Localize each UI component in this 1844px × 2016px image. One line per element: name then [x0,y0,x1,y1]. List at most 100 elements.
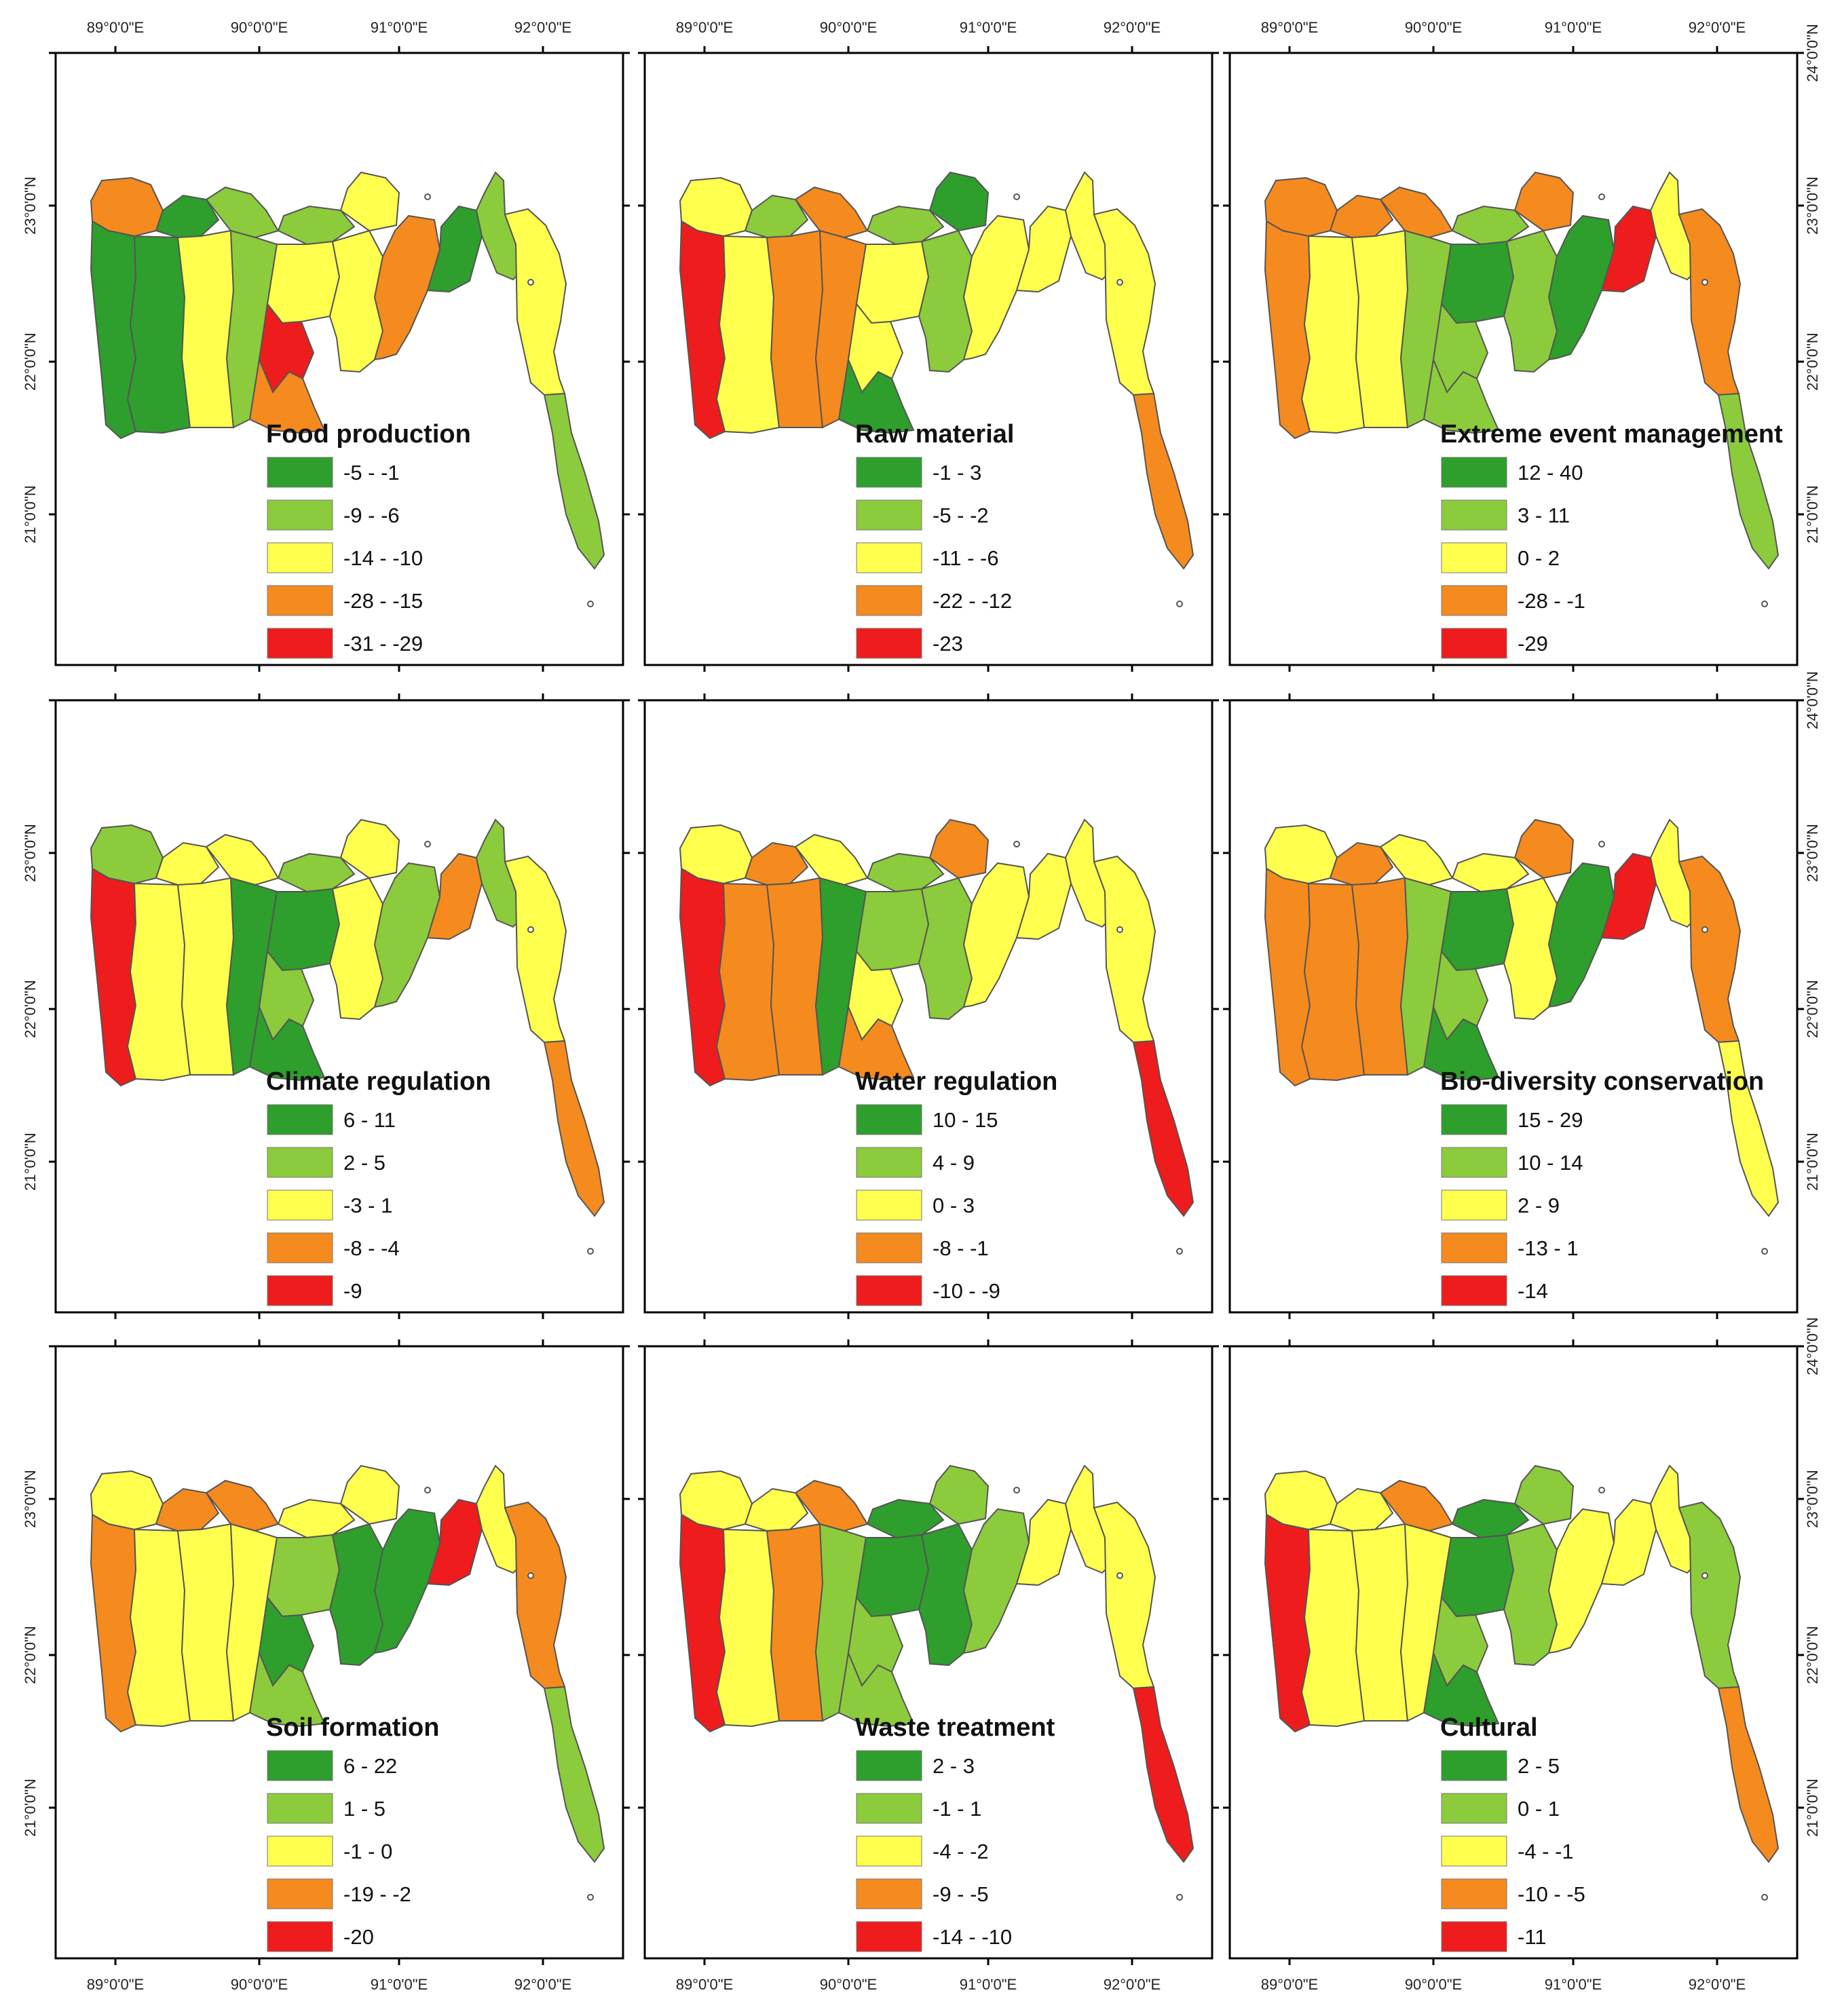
district-13 [918,877,973,1021]
legend-label: -11 - -6 [933,546,999,570]
legend-label: 10 - 15 [933,1108,998,1132]
legend-swatch [1441,1836,1507,1867]
legend: 6 - 11 2 - 5 -3 - 1 -8 - -4 -9 [267,1104,400,1306]
map-panel-climate-regulation: Climate regulation 6 - 11 2 - 5 -3 - 1 -8 - … [22,693,630,1319]
legend: 10 - 15 4 - 9 0 - 3 -8 - -1 -10 - -9 [856,1104,1000,1306]
legend-swatch [1441,1921,1507,1952]
island-mark [527,279,534,286]
district-map [1264,1464,1780,1901]
y-axis-label: 21°0'0"N [1804,1779,1821,1837]
legend-swatch [267,499,333,531]
map-panel-bio-diversity-conservation: Bio-diversity conservation 15 - 29 10 - 14… [1223,671,1821,1319]
legend-swatch [267,1104,333,1135]
district-13 [1503,877,1558,1021]
legend-swatch [1441,542,1507,573]
x-axis-label: 89°0'0"E [87,19,144,36]
map-panel-cultural: Cultural 2 - 5 0 - 1 -4 - -1 -10 - -5 -11 89°0… [1223,1317,1821,1993]
district-14 [373,862,441,1008]
y-axis-label: 21°0'0"N [22,1133,39,1191]
legend: -5 - -1 -9 - -6 -14 - -10 -28 - -15 -31 - -2… [267,457,423,659]
district-17 [1678,1501,1742,1690]
island-mark [1176,1248,1183,1255]
district-10 [855,240,930,324]
legend-label: 3 - 11 [1518,503,1570,527]
district-14 [373,1508,441,1654]
y-axis-label: 22°0'0"N [1804,1626,1821,1684]
legend-label: 1 - 5 [343,1797,385,1821]
legend-swatch [267,628,333,659]
district-17 [1093,1501,1156,1690]
legend-label: 0 - 2 [1518,546,1560,570]
district-10 [266,888,341,972]
district-18 [543,1040,605,1217]
legend-swatch [1441,1190,1507,1221]
district-14 [1547,862,1615,1008]
legend: 15 - 29 10 - 14 2 - 9 -13 - 1 -14 [1441,1104,1583,1306]
legend-label: -19 - -2 [343,1882,411,1906]
island-mark [1598,1487,1605,1494]
district-17 [504,855,567,1044]
y-axis-label: 21°0'0"N [22,485,39,544]
district-12 [248,357,326,434]
y-axis-label: 24°0'0"N [1804,1317,1821,1375]
legend-swatch [856,1190,922,1221]
x-axis-label: 91°0'0"E [1545,19,1602,36]
island-mark [1701,1572,1708,1579]
legend-label: -31 - -29 [343,632,423,655]
district-10 [1440,240,1515,324]
legend-label: 2 - 9 [1518,1194,1560,1217]
district-5 [928,1464,990,1525]
district-5 [928,171,990,232]
legend-swatch [1441,1232,1507,1263]
x-axis-label: 89°0'0"E [1261,1976,1318,1993]
district-8 [766,229,824,428]
district-17 [1093,855,1156,1044]
district-8 [766,1523,824,1722]
district-12 [1423,357,1500,434]
legend-label: -20 [343,1925,374,1949]
island-mark [527,1572,534,1579]
legend-swatch [1441,585,1507,616]
legend-swatch [856,542,922,573]
y-axis-label: 23°0'0"N [22,1470,39,1528]
legend-label: -5 - -1 [343,461,400,484]
district-10 [855,888,930,972]
x-axis-label: 91°0'0"E [371,1976,428,1993]
legend-swatch [1441,1793,1507,1824]
legend-label: -3 - 1 [343,1194,392,1217]
legend-swatch [267,585,333,616]
legend-swatch [267,1275,333,1306]
legend-swatch [267,1232,333,1263]
district-12 [838,1004,915,1082]
legend-label: -14 - -10 [933,1925,1012,1949]
district-13 [1503,229,1558,373]
district-13 [328,1523,384,1667]
x-axis-label: 92°0'0"E [1104,1976,1161,1993]
y-axis-label: 21°0'0"N [22,1779,39,1837]
map-panel-extreme-event-management: Extreme event management 12 - 40 3 - 11 0 -… [1223,19,1821,672]
map-panel-soil-formation: Soil formation 6 - 22 1 - 5 -1 - 0 -19 - -2 -… [22,1339,630,1993]
district-17 [1678,208,1742,396]
island-mark [1013,841,1020,848]
district-8 [176,229,235,428]
island-mark [527,926,534,933]
legend-label: -28 - -1 [1518,589,1585,613]
district-14 [373,214,441,361]
island-mark [1598,193,1605,200]
y-axis-label: 24°0'0"N [1804,671,1821,729]
district-5 [339,818,400,879]
legend-label: -5 - -2 [933,503,989,527]
x-axis-label: 90°0'0"E [231,1976,288,1993]
map-title: Raw material [855,420,1014,449]
legend-swatch [267,1793,333,1824]
district-18 [1717,1040,1780,1217]
district-14 [962,214,1030,361]
district-18 [1717,392,1780,570]
legend: 12 - 40 3 - 11 0 - 2 -28 - -1 -29 [1441,457,1585,659]
map-panel-waste-treatment: Waste treatment 2 - 3 -1 - 1 -4 - -2 -9 - -5… [638,1339,1219,1993]
y-axis-label: 23°0'0"N [1804,1470,1821,1528]
legend-swatch [856,1793,922,1824]
island-mark [424,193,431,200]
legend-label: -9 [343,1279,362,1303]
